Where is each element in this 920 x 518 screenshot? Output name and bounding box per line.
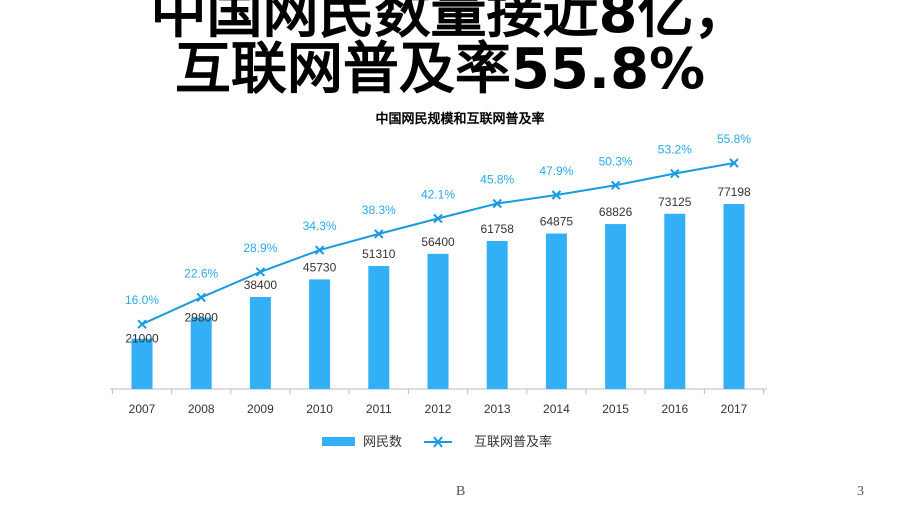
x-tick-label-2017: 2017 bbox=[721, 402, 748, 416]
bar-2014 bbox=[545, 233, 567, 389]
line-label-2009: 28.9% bbox=[243, 241, 277, 255]
line-label-2017: 55.8% bbox=[717, 132, 751, 146]
bar-2011 bbox=[368, 266, 390, 389]
legend-bar-swatch bbox=[322, 437, 355, 446]
x-tick-label-2009: 2009 bbox=[247, 402, 274, 416]
line-marker-2009 bbox=[255, 267, 266, 277]
line-label-2012: 42.1% bbox=[421, 187, 455, 201]
bar-label-2011: 51310 bbox=[362, 247, 396, 261]
footer-text: B bbox=[456, 484, 466, 499]
legend-line-marker bbox=[433, 436, 443, 448]
line-marker-2017 bbox=[729, 158, 739, 168]
legend-line-label: 互联网普及率 bbox=[474, 434, 552, 450]
bar-label-2013: 61758 bbox=[481, 222, 515, 236]
bar-label-2017: 77198 bbox=[717, 185, 751, 199]
bar-2016 bbox=[664, 213, 686, 389]
page-number: 3 bbox=[857, 484, 864, 499]
bar-label-2012: 56400 bbox=[421, 235, 455, 249]
line-marker-2016 bbox=[670, 168, 680, 179]
bar-label-2009: 38400 bbox=[244, 278, 278, 292]
line-label-2016: 53.2% bbox=[658, 143, 692, 157]
bar-2015 bbox=[605, 224, 627, 389]
line-marker-2012 bbox=[433, 213, 443, 224]
line-label-2010: 34.3% bbox=[303, 219, 337, 233]
x-tick-label-2015: 2015 bbox=[602, 402, 629, 416]
x-tick-label-2016: 2016 bbox=[661, 402, 688, 416]
bar-label-2010: 45730 bbox=[303, 260, 337, 274]
bar-2009 bbox=[249, 296, 271, 389]
line-label-2011: 38.3% bbox=[362, 203, 396, 217]
x-tick-label-2007: 2007 bbox=[129, 402, 156, 416]
line-label-2008: 22.6% bbox=[184, 266, 218, 280]
bar-2008 bbox=[190, 317, 212, 389]
bar-2017 bbox=[723, 204, 745, 389]
bar-2012 bbox=[427, 253, 449, 389]
line-marker-2010 bbox=[314, 245, 325, 255]
chart-title: 中国网民规模和互联网普及率 bbox=[375, 112, 545, 127]
line-label-2014: 47.9% bbox=[539, 164, 573, 178]
line-marker-2015 bbox=[610, 180, 621, 190]
bar-label-2014: 64875 bbox=[540, 215, 574, 229]
bar-2010 bbox=[309, 279, 331, 389]
x-tick-label-2012: 2012 bbox=[425, 402, 452, 416]
legend-bar-label: 网民数 bbox=[363, 435, 402, 450]
x-tick-label-2014: 2014 bbox=[543, 402, 570, 416]
line-marker-2007 bbox=[137, 319, 147, 329]
line-label-2013: 45.8% bbox=[480, 173, 514, 187]
slide-title-line1: 中国网民数量接近8亿， bbox=[150, 0, 750, 46]
line-marker-2008 bbox=[196, 292, 206, 303]
x-tick-label-2011: 2011 bbox=[366, 402, 392, 416]
bar-2013 bbox=[486, 241, 508, 389]
x-tick-label-2013: 2013 bbox=[484, 402, 511, 416]
bar-label-2015: 68826 bbox=[599, 205, 633, 219]
line-label-2007: 16.0% bbox=[125, 293, 159, 307]
line-label-2015: 50.3% bbox=[599, 154, 633, 168]
bar-label-2016: 73125 bbox=[658, 195, 692, 209]
x-tick-label-2010: 2010 bbox=[306, 402, 333, 416]
x-tick-label-2008: 2008 bbox=[188, 402, 215, 416]
bar-label-2008: 29800 bbox=[185, 311, 219, 325]
bar-2007 bbox=[131, 338, 153, 389]
line-marker-2011 bbox=[374, 229, 384, 239]
line-marker-2013 bbox=[492, 198, 502, 209]
bar-label-2007: 21000 bbox=[125, 332, 159, 346]
slide-title-line2: 互联网普及率55.8% bbox=[174, 37, 706, 102]
line-marker-2014 bbox=[551, 190, 562, 200]
